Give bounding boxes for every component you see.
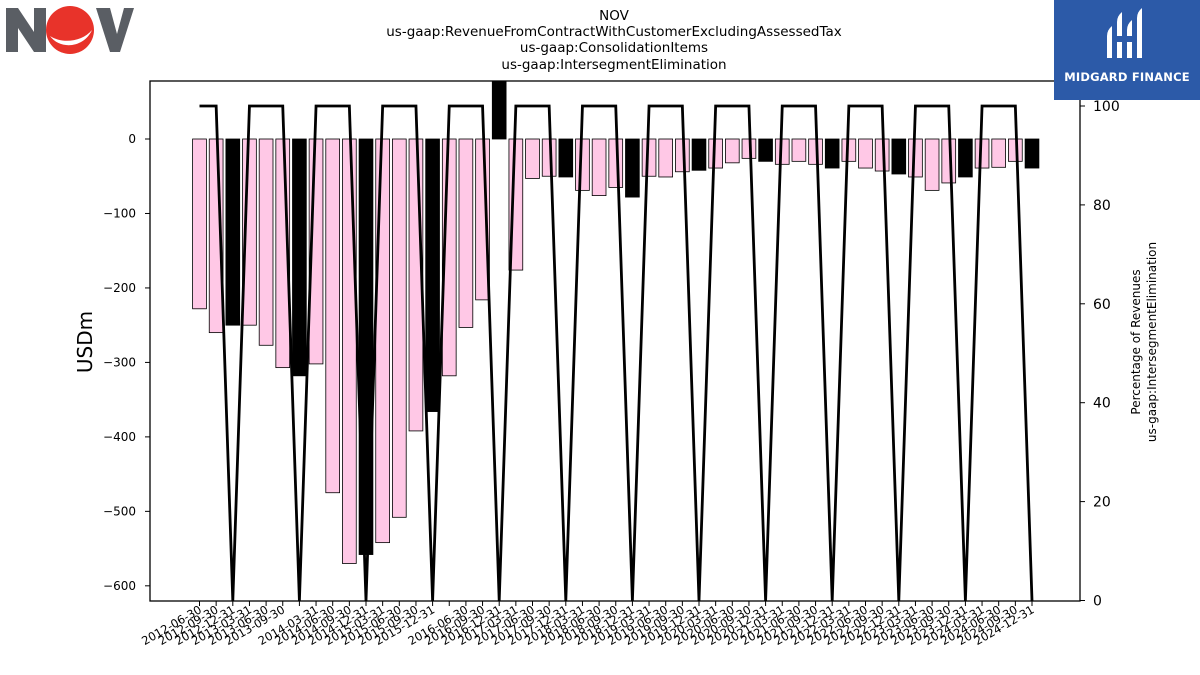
bar — [375, 138, 390, 544]
y-tick-label: −100 — [103, 206, 136, 220]
y-axis-right-label-line-2: us-gaap:IntersegmentElimination — [1145, 242, 1159, 442]
y-axis-right-label-line-1: Percentage of Revenues — [1129, 269, 1143, 414]
bar — [292, 138, 307, 377]
y-tick-label: 0 — [128, 132, 136, 146]
bar — [325, 138, 340, 494]
bar — [342, 138, 357, 564]
brand-name: MIDGARD FINANCE — [1064, 70, 1190, 84]
bar — [758, 138, 773, 162]
y-tick-right-label: 40 — [1093, 396, 1111, 412]
nov-logo — [4, 4, 136, 56]
y-axis-right: 0 20 40 60 80 100 — [1080, 99, 1120, 610]
y-axis-left: 0 −100 −200 −300 −400 −500 −600 — [103, 132, 150, 593]
bar — [591, 138, 607, 196]
bar — [558, 138, 574, 178]
bar — [192, 138, 207, 310]
bar — [1024, 138, 1040, 169]
bar — [958, 138, 973, 178]
chart-title: NOV us-gaap:RevenueFromContractWithCusto… — [386, 8, 842, 73]
bar — [891, 138, 907, 175]
y-tick-label: −200 — [103, 281, 136, 295]
bar-group — [192, 80, 1040, 564]
bar — [924, 138, 940, 191]
bar — [391, 138, 407, 518]
bar — [725, 138, 740, 164]
bar — [824, 138, 840, 169]
bar — [658, 138, 673, 178]
bar — [458, 138, 474, 328]
bar — [358, 138, 374, 555]
bar — [491, 80, 507, 140]
chart-title-line-2: us-gaap:RevenueFromContractWithCustomerE… — [386, 24, 842, 40]
chart-title-line-3: us-gaap:ConsolidationItems — [520, 40, 708, 56]
y-tick-right-label: 80 — [1093, 198, 1111, 214]
bar — [625, 138, 640, 198]
y-tick-label: −500 — [103, 504, 136, 518]
y-tick-right-label: 60 — [1093, 297, 1111, 313]
plot-frame — [149, 80, 1081, 602]
x-axis: 2012-06-302012-09-302012-12-312013-03-31… — [139, 601, 1037, 648]
percentage-line-group — [199, 104, 1034, 601]
y-tick-right-label: 20 — [1093, 495, 1111, 511]
bar — [691, 138, 707, 171]
bar — [225, 138, 241, 326]
bar — [791, 138, 807, 162]
bar — [425, 138, 440, 412]
y-tick-label: −400 — [103, 430, 136, 444]
y-tick-label: −600 — [103, 579, 136, 593]
bar — [991, 138, 1006, 168]
bar — [858, 138, 873, 169]
y-tick-right-label: 0 — [1093, 594, 1102, 610]
y-axis-label: USDm — [73, 311, 97, 373]
y-axis-right-label: Percentage of Revenues us-gaap:Intersegm… — [1129, 242, 1159, 442]
y-tick-label: −300 — [103, 355, 136, 369]
bar — [258, 138, 274, 346]
midgard-finance-logo: MIDGARD FINANCE — [1054, 0, 1200, 100]
bar — [525, 138, 540, 179]
percentage-line — [199, 104, 1034, 601]
chart-title-line-4: us-gaap:IntersegmentElimination — [501, 57, 726, 73]
y-tick-right-label: 100 — [1093, 99, 1120, 115]
chart-title-line-1: NOV — [599, 8, 629, 24]
